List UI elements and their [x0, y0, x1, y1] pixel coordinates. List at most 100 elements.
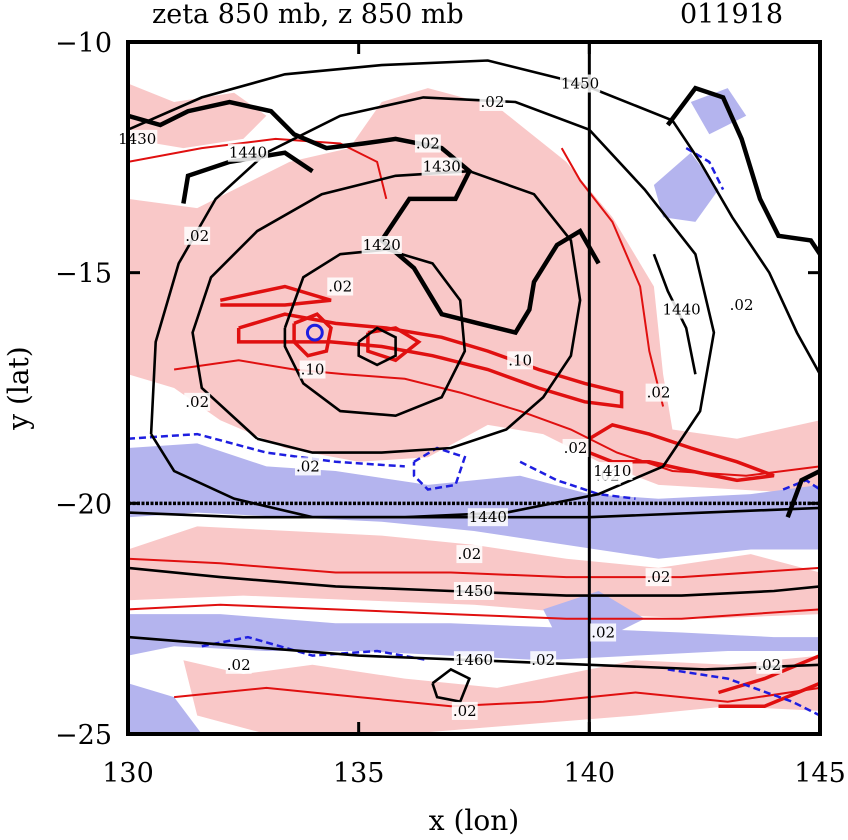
- height-contour-1450-3: [128, 59, 820, 375]
- positive-vorticity-fill-3: [183, 655, 820, 734]
- height-contour-label-2-bg: [227, 143, 269, 162]
- positive-vorticity-contour-strong-4: [219, 284, 332, 307]
- vorticity-contour-label-15-bg: [530, 651, 557, 670]
- vorticity-contour-label-13-bg: [456, 545, 483, 564]
- height-contour-thick-label-0: 1430: [118, 130, 156, 148]
- y-axis-title: y (lat): [2, 346, 35, 430]
- y-tick-label-1: −15: [55, 259, 112, 290]
- vorticity-contour-label-14-bg: [590, 623, 617, 642]
- positive-vorticity-contour-thin-5: [560, 147, 665, 407]
- chart-title: zeta 850 mb, z 850 mb: [152, 0, 464, 30]
- vorticity-contour-label-5-bg: [507, 351, 534, 370]
- vorticity-contour-label-13: .02: [457, 545, 481, 563]
- vorticity-contour-label-8-bg: [562, 438, 589, 457]
- positive-vorticity-contour-thin-3: [128, 603, 820, 620]
- height-contour-label-1: 1430: [423, 158, 461, 176]
- vorticity-contour-label-0-bg: [414, 134, 441, 153]
- height-contour-label-4: 1440: [469, 508, 507, 526]
- negative-vorticity-contour-5: [685, 147, 725, 191]
- vorticity-contour-label-0: .02: [416, 134, 440, 152]
- vorticity-contour-label-4-bg: [299, 360, 326, 379]
- chart-date-label: 011918: [680, 0, 783, 30]
- height-contour-label-5: 1450: [455, 582, 493, 600]
- negative-vorticity-fill-5: [128, 614, 820, 661]
- vorticity-contour-label-3: .02: [328, 278, 352, 296]
- vorticity-contour-label-2: .02: [185, 227, 209, 245]
- vorticity-contour-label-7-bg: [294, 457, 321, 476]
- vorticity-contours: [128, 137, 820, 717]
- height-contour-9: [357, 326, 397, 367]
- negative-vorticity-fill-9: [543, 591, 645, 642]
- reference-lines: [128, 42, 820, 734]
- vorticity-contour-label-11: .02: [647, 384, 671, 402]
- vorticity-contour-label-3-bg: [327, 277, 354, 296]
- vorticity-contour-label-7: .02: [296, 457, 320, 475]
- negative-vorticity-contour-4: [667, 668, 820, 717]
- height-contour-label-7: 1440: [663, 301, 701, 319]
- vorticity-contour-label-10: .02: [730, 296, 754, 314]
- positive-vorticity-contour-strong-2: [292, 312, 333, 358]
- height-contour-label-6: 1460: [455, 651, 493, 669]
- vorticity-contour-label-15: .02: [531, 651, 555, 669]
- negative-vorticity-contour-2: [519, 460, 636, 500]
- positive-vorticity-contour-strong-1: [587, 423, 775, 483]
- height-contour-thick-1: [181, 150, 314, 204]
- height-contour-label-5-bg: [453, 581, 495, 600]
- vorticity-contour-label-17: .02: [453, 702, 477, 720]
- vorticity-contour-label-18: .02: [757, 656, 781, 674]
- plot-frame: [126, 40, 822, 736]
- vorticity-contour-label-1: .02: [481, 93, 505, 111]
- y-tick-label-3: −25: [55, 720, 112, 751]
- vorticity-contour-label-1-bg: [479, 92, 506, 111]
- positive-vorticity-contour-thin-4: [174, 686, 820, 708]
- vorticity-contour-label-17-bg: [451, 701, 478, 720]
- vorticity-contour-label-2-bg: [184, 226, 211, 245]
- negative-vorticity-contour-1: [128, 432, 405, 468]
- height-contour-label-0-bg: [361, 235, 402, 254]
- x-tick-label-2: 140: [564, 758, 616, 789]
- contour-value-labels: 1420 1430 1440 1450 1440 1450 1460 1440 1430 .02.…: [117, 74, 783, 720]
- vorticity-contour-label-16: .02: [227, 656, 251, 674]
- height-contour-1420-0: [283, 248, 467, 418]
- height-contour-label-3: 1450: [561, 75, 599, 93]
- vorticity-contour-label-14: .02: [591, 624, 615, 642]
- vorticity-contour-label-19: 1410: [593, 462, 631, 480]
- vorticity-contour-label-5: .10: [508, 351, 532, 369]
- height-contour-1450-5: [128, 566, 820, 597]
- height-contour-label-1-bg: [421, 157, 462, 176]
- vorticity-contour-label-12-bg: [645, 568, 672, 587]
- vorticity-contour-label-6-bg: [184, 392, 211, 411]
- height-contour-thick-2: [665, 85, 820, 256]
- y-tick-label-2: −20: [55, 489, 112, 520]
- height-contour-label-0: 1420: [363, 236, 401, 254]
- height-contour-label-4-bg: [467, 508, 508, 527]
- height-contour-label-3-bg: [560, 74, 601, 93]
- axis-ticks: 130 135 140 145 −10 −15 −20 −25: [55, 28, 846, 789]
- negative-vorticity-fill-7: [653, 152, 719, 222]
- vorticity-contour-label-10-bg: [728, 295, 755, 314]
- negative-vorticity-fill-8: [690, 88, 747, 135]
- positive-vorticity-contour-strong-3: [366, 326, 422, 363]
- x-tick-label-0: 130: [102, 758, 154, 789]
- y-tick-label-0: −10: [55, 28, 112, 59]
- vorticity-contour-label-12: .02: [647, 568, 671, 586]
- height-contour-8: [431, 667, 472, 704]
- height-contour-label-6-bg: [453, 651, 495, 670]
- negative-vorticity-fill-6: [128, 683, 202, 734]
- vorticity-contour-label-16-bg: [225, 655, 252, 674]
- vorticity-contour-label-4: .10: [301, 361, 325, 379]
- x-axis-title: x (lon): [429, 804, 519, 837]
- negative-vorticity-contour-3: [201, 635, 429, 662]
- height-contour-label-7-bg: [661, 300, 702, 319]
- negative-vorticity-core-0: [305, 323, 324, 342]
- vorticity-contour-label-19-bg: [592, 462, 633, 481]
- positive-vorticity-fill-1: [128, 83, 267, 149]
- vorticity-contour-label-6: .02: [185, 393, 209, 411]
- vorticity-contour-label-18-bg: [756, 655, 783, 674]
- height-contour-label-2: 1440: [229, 144, 267, 162]
- x-tick-label-1: 135: [333, 758, 385, 789]
- positive-vorticity-contour-thin-1: [173, 359, 820, 477]
- positive-vorticity-contour-strong-5: [717, 653, 820, 709]
- height-contour-thick-0: [128, 99, 601, 336]
